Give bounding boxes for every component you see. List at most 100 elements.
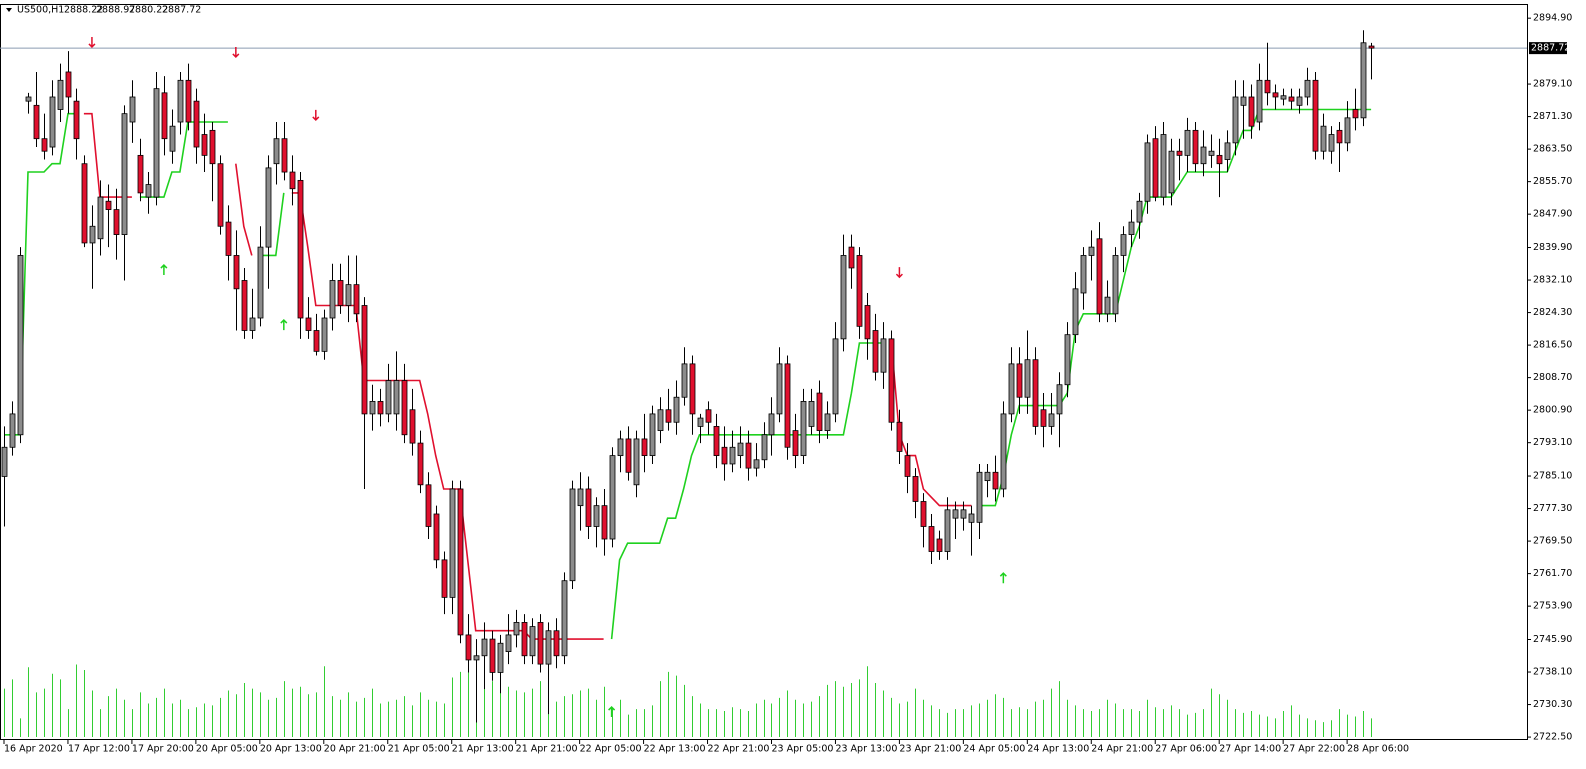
candle-body [257, 246, 264, 319]
candle-body [489, 638, 496, 673]
candle-body [273, 138, 280, 165]
candle-body [697, 417, 704, 427]
candle-body [33, 104, 40, 140]
x-tick-label: 17 Apr 12:00 [68, 744, 130, 755]
candle-body [113, 209, 120, 235]
candle-body [577, 488, 584, 507]
candle-body [465, 634, 472, 661]
x-tick-label: 23 Apr 21:00 [899, 744, 961, 755]
candle-body [1328, 134, 1335, 152]
candle-body [681, 363, 688, 398]
candle-body [784, 363, 791, 448]
candle-body [960, 509, 967, 519]
candle-body [321, 317, 328, 352]
candle-body [353, 284, 360, 315]
candle-body [241, 280, 248, 331]
candle-body [585, 488, 592, 527]
candle-body [1096, 238, 1103, 315]
candle-body [153, 88, 160, 198]
candle-body [201, 134, 208, 156]
signal-arrow [999, 572, 1007, 584]
header-low: 2880.22 [129, 5, 168, 16]
candle-body [537, 622, 544, 665]
y-tick-label: 2745.90 [1533, 634, 1572, 645]
candle-body [920, 501, 927, 527]
candle-body [1032, 359, 1039, 427]
candle-body [928, 526, 935, 552]
candle-body [1104, 296, 1111, 315]
candle-body [1216, 154, 1223, 165]
candle-body [1072, 288, 1079, 336]
header-high: 2888.97 [96, 5, 135, 16]
candle-body [1000, 413, 1007, 490]
candle-body [417, 442, 424, 486]
y-tick-label: 2738.10 [1533, 667, 1572, 678]
candle-body [912, 476, 919, 502]
y-tick-label: 2730.30 [1533, 699, 1572, 710]
x-tick-label: 23 Apr 13:00 [835, 744, 897, 755]
candle-body [529, 626, 536, 657]
candle-body [281, 138, 288, 173]
candle-body [936, 538, 943, 552]
candle-body [1, 446, 8, 477]
candle-body [1160, 134, 1167, 198]
candle-body [369, 400, 376, 415]
candle-body [1320, 125, 1327, 152]
candle-body [337, 280, 344, 306]
y-tick-label: 2722.50 [1533, 732, 1572, 743]
candle-body [505, 634, 512, 652]
candle-body [1312, 79, 1319, 152]
y-tick-label: 2753.90 [1533, 601, 1572, 612]
candle-body [449, 488, 456, 598]
x-tick-label: 28 Apr 06:00 [1347, 744, 1409, 755]
y-tick-label: 2839.90 [1533, 242, 1572, 253]
candle-body [737, 442, 744, 457]
candle-body [1112, 255, 1119, 315]
candle-body [1272, 92, 1279, 98]
candle-body [1248, 96, 1255, 127]
candle-body [9, 413, 16, 448]
bid-label: 2887.72 [1531, 43, 1570, 54]
x-tick-label: 24 Apr 05:00 [963, 744, 1025, 755]
candle-body [1184, 129, 1191, 156]
candle-body [952, 509, 959, 519]
candle-body [57, 79, 64, 110]
candle-body [1360, 42, 1367, 119]
candle-body [129, 96, 136, 123]
signal-arrow [312, 109, 320, 121]
candle-body [73, 100, 80, 140]
x-tick-label: 21 Apr 13:00 [452, 744, 514, 755]
candle-body [545, 630, 552, 665]
candle-body [1336, 129, 1343, 144]
candle-body [1256, 79, 1263, 123]
candle-body [89, 225, 96, 244]
candle-body [1296, 96, 1303, 106]
x-tick-label: 21 Apr 21:00 [516, 744, 578, 755]
candle-body [433, 513, 440, 561]
signal-arrow [280, 319, 288, 331]
signal-arrow [232, 46, 240, 59]
candle-body [249, 317, 256, 331]
candle-body [617, 438, 624, 457]
candle-body [641, 438, 648, 457]
candle-body [25, 96, 32, 102]
y-tick-label: 2847.90 [1533, 209, 1572, 220]
x-tick-label: 22 Apr 05:00 [580, 744, 642, 755]
y-tick-label: 2800.90 [1533, 405, 1572, 416]
x-tick-label: 21 Apr 05:00 [388, 744, 450, 755]
signal-arrow [160, 263, 168, 276]
candle-body [513, 622, 520, 636]
candle-body [665, 409, 672, 423]
candle-body [976, 471, 983, 523]
candle-body [593, 505, 600, 527]
candle-body [1144, 142, 1151, 202]
candle-body [1288, 96, 1295, 102]
x-tick-label: 20 Apr 13:00 [260, 744, 322, 755]
y-tick-label: 2894.90 [1533, 13, 1572, 24]
candle-body [553, 630, 560, 657]
candle-body [601, 505, 608, 540]
y-tick-label: 2769.50 [1533, 536, 1572, 547]
candle-body [97, 196, 104, 240]
candle-body [289, 171, 296, 190]
